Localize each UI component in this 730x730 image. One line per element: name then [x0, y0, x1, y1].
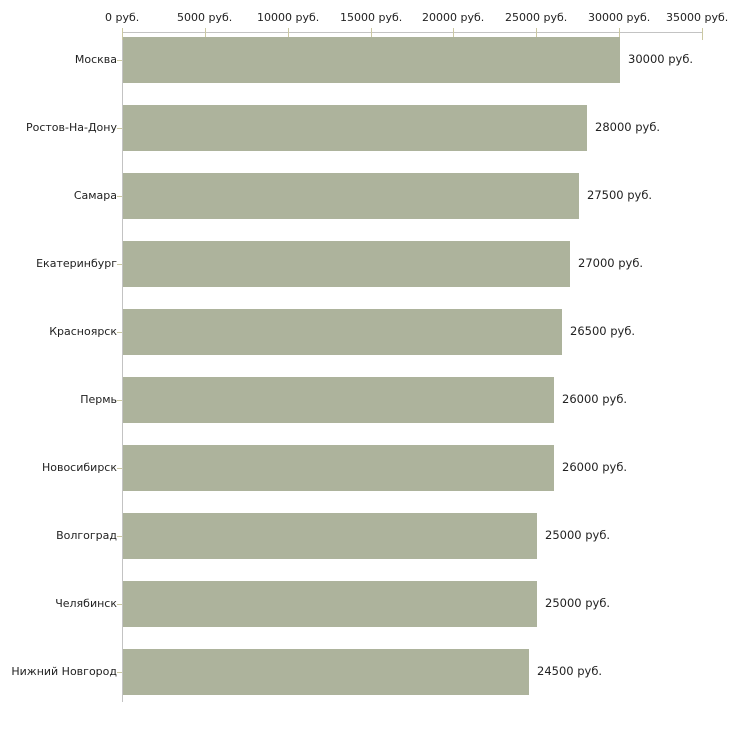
bar	[123, 445, 554, 491]
x-tick-mark	[702, 28, 703, 40]
value-label: 24500 руб.	[537, 664, 603, 678]
y-tick-mark	[117, 400, 122, 401]
value-label: 26000 руб.	[562, 392, 628, 406]
category-label: Пермь	[80, 393, 117, 406]
y-tick-mark	[117, 60, 122, 61]
x-tick-mark	[205, 28, 206, 40]
x-tick-mark	[453, 28, 454, 40]
x-tick-label: 10000 руб.	[257, 11, 320, 24]
category-label: Новосибирск	[41, 461, 117, 474]
category-label: Волгоград	[56, 529, 117, 542]
x-tick-label: 30000 руб.	[588, 11, 651, 24]
bar	[123, 649, 529, 695]
x-tick-label: 25000 руб.	[505, 11, 568, 24]
x-tick-label: 0 руб.	[105, 11, 140, 24]
value-label: 27500 руб.	[587, 188, 653, 202]
value-label: 26500 руб.	[570, 324, 636, 338]
x-tick-label: 35000 руб.	[666, 11, 729, 24]
category-label: Ростов-На-Дону	[25, 121, 117, 134]
x-tick-label: 20000 руб.	[422, 11, 485, 24]
bar	[123, 173, 579, 219]
bar	[123, 513, 537, 559]
x-tick-label: 5000 руб.	[177, 11, 233, 24]
bar	[123, 377, 554, 423]
value-label: 27000 руб.	[578, 256, 644, 270]
category-label: Москва	[74, 53, 117, 66]
x-tick-mark	[288, 28, 289, 40]
category-label: Красноярск	[49, 325, 117, 338]
category-label: Нижний Новгород	[11, 665, 117, 678]
bar	[123, 241, 570, 287]
x-axis-line	[122, 32, 703, 33]
category-label: Екатеринбург	[36, 257, 117, 270]
x-tick-mark	[371, 28, 372, 40]
bar	[123, 37, 620, 83]
y-tick-mark	[117, 536, 122, 537]
y-tick-mark	[117, 332, 122, 333]
bar	[123, 105, 587, 151]
value-label: 30000 руб.	[628, 52, 694, 66]
y-tick-mark	[117, 128, 122, 129]
value-label: 26000 руб.	[562, 460, 628, 474]
category-label: Челябинск	[55, 597, 117, 610]
x-tick-mark	[536, 28, 537, 40]
y-tick-mark	[117, 196, 122, 197]
bar	[123, 309, 562, 355]
y-tick-mark	[117, 264, 122, 265]
y-tick-mark	[117, 604, 122, 605]
y-axis-line	[122, 32, 123, 702]
value-label: 28000 руб.	[595, 120, 661, 134]
value-label: 25000 руб.	[545, 528, 611, 542]
bar	[123, 581, 537, 627]
x-tick-mark	[122, 28, 123, 40]
value-label: 25000 руб.	[545, 596, 611, 610]
y-tick-mark	[117, 672, 122, 673]
y-tick-mark	[117, 468, 122, 469]
x-tick-label: 15000 руб.	[340, 11, 403, 24]
category-label: Самара	[73, 189, 117, 202]
x-tick-mark	[619, 28, 620, 40]
